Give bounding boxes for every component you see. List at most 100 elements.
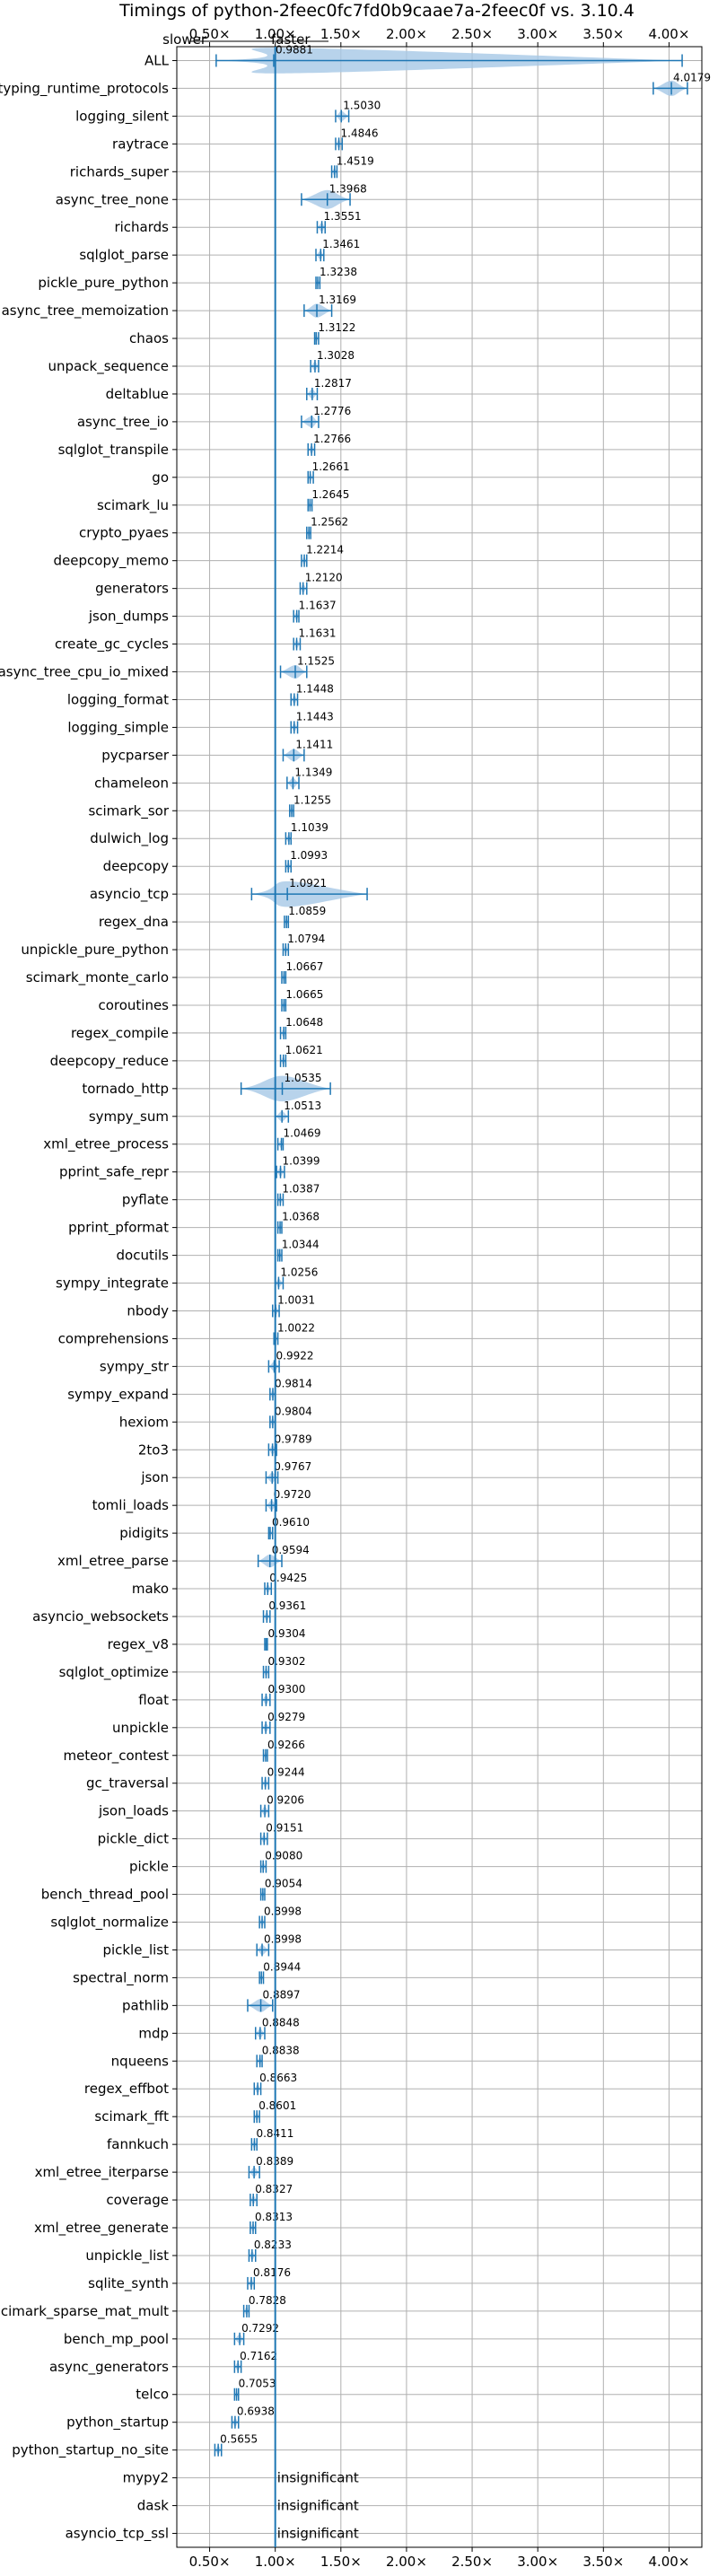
value-label: 0.8998	[264, 1906, 302, 1918]
value-label: 1.0794	[287, 933, 325, 945]
category-label: comprehensions	[58, 1330, 170, 1346]
category-label: hexiom	[119, 1414, 169, 1430]
value-label: 1.1349	[294, 766, 332, 778]
category-label: scimark_lu	[97, 497, 169, 514]
value-label: 0.8848	[262, 2016, 300, 2028]
value-label: 0.9594	[272, 1544, 310, 1556]
value-label: 0.8897	[263, 1988, 301, 2001]
category-label: tornado_http	[82, 1081, 169, 1098]
bottom-tick-label: 2.00×	[386, 2554, 427, 2570]
category-label: scimark_monte_carlo	[26, 969, 169, 986]
category-label: pidigits	[119, 1525, 169, 1541]
category-label: logging_silent	[75, 108, 169, 125]
value-label: 1.4519	[337, 154, 374, 167]
value-label: 1.0665	[285, 988, 323, 1001]
category-label: xml_etree_iterparse	[35, 2164, 169, 2181]
category-label: sqlglot_parse	[79, 247, 169, 264]
value-label: 0.9304	[268, 1627, 306, 1640]
value-label: 1.0344	[282, 1239, 320, 1251]
value-label: 0.9425	[269, 1572, 307, 1584]
bottom-axis: 0.50× 1.00× 1.50× 2.00× 2.50× 3.00× 3.50× 4.00×	[189, 2547, 689, 2570]
value-label: 1.3461	[322, 238, 360, 250]
category-label: generators	[95, 581, 169, 597]
category-label: gc_traversal	[86, 1775, 169, 1792]
category-label: unpack_sequence	[48, 358, 169, 375]
category-label: deepcopy	[103, 858, 169, 874]
value-label: 1.4846	[341, 127, 379, 139]
top-tick-label: 2.50×	[451, 26, 493, 42]
category-label: fannkuch	[107, 2136, 169, 2152]
value-label: 1.1637	[299, 600, 337, 612]
category-label: telco	[136, 2387, 169, 2403]
value-label: 1.0368	[282, 1211, 320, 1223]
value-label: 0.7828	[249, 2294, 286, 2307]
value-label: 4.0179	[673, 71, 711, 83]
value-label: 0.7162	[240, 2350, 277, 2362]
category-label: sqlglot_normalize	[50, 1914, 169, 1932]
category-label: ALL	[144, 52, 170, 68]
value-label: 1.0921	[289, 877, 327, 889]
chart-title: Timings of python-2feec0fc7fd0b9caae7a-2…	[118, 1, 635, 21]
value-label: 1.2120	[305, 572, 343, 584]
bottom-tick-label: 0.50×	[189, 2554, 231, 2570]
top-tick-label: 1.50×	[320, 26, 362, 42]
value-label: 1.1039	[291, 821, 328, 834]
insignificant-label: insignificant	[277, 2498, 359, 2514]
category-label: chameleon	[94, 775, 169, 791]
category-label: deepcopy_reduce	[50, 1053, 169, 1070]
value-label: 1.0859	[288, 905, 326, 917]
category-label: scimark_sparse_mat_mult	[0, 2303, 169, 2320]
category-label: sqlite_synth	[88, 2275, 169, 2292]
category-label: sympy_sum	[89, 1108, 169, 1126]
value-label: 0.9266	[267, 1739, 305, 1751]
value-label: 0.6938	[237, 2405, 275, 2418]
value-label: 1.1525	[297, 655, 335, 668]
category-label: async_tree_none	[56, 191, 169, 208]
category-label: 2to3	[138, 1441, 169, 1458]
value-label: 1.1443	[296, 710, 334, 723]
category-label: mypy2	[123, 2470, 169, 2486]
category-label: pickle_pure_python	[38, 275, 169, 292]
category-label: pyflate	[122, 1192, 169, 1208]
value-label: 0.9302	[267, 1655, 305, 1668]
bottom-tick-label: 3.50×	[582, 2554, 624, 2570]
value-label: 0.7053	[239, 2378, 276, 2390]
value-label: 1.5030	[343, 99, 381, 111]
value-label: 1.1255	[293, 793, 331, 806]
category-label: python_startup	[66, 2414, 169, 2431]
category-label: deltablue	[106, 386, 169, 402]
value-label: 1.3028	[317, 349, 355, 362]
category-label: raytrace	[112, 136, 169, 152]
category-label: async_generators	[49, 2359, 169, 2376]
category-label: async_tree_cpu_io_mixed	[0, 664, 169, 681]
value-label: 0.8327	[255, 2183, 293, 2195]
value-label: 0.9922	[276, 1349, 314, 1362]
category-label: chaos	[129, 330, 169, 346]
value-label: 1.0621	[285, 1044, 323, 1056]
category-label: asyncio_websockets	[32, 1608, 169, 1625]
category-label: meteor_contest	[63, 1748, 169, 1765]
category-label: scimark_fft	[94, 2108, 169, 2125]
value-label: 1.0648	[285, 1016, 323, 1029]
category-label: nbody	[127, 1302, 169, 1319]
insignificant-label: insignificant	[277, 2470, 359, 2486]
category-label: pathlib	[122, 1997, 169, 2013]
value-label: 0.8663	[259, 2072, 297, 2084]
value-label: 0.7292	[241, 2322, 279, 2335]
value-label: 1.0022	[277, 1321, 315, 1334]
value-label: 1.0513	[284, 1100, 321, 1112]
bottom-tick-label: 2.50×	[451, 2554, 493, 2570]
value-label: 1.0387	[282, 1183, 320, 1196]
value-label: 0.8944	[263, 1960, 301, 1973]
value-label: 1.0667	[285, 960, 323, 973]
category-label: sympy_expand	[67, 1386, 169, 1403]
category-label: pickle_dict	[98, 1831, 169, 1848]
category-label: python_startup_no_site	[12, 2442, 169, 2459]
category-label: regex_compile	[71, 1025, 169, 1042]
value-label: 0.9054	[265, 1878, 302, 1890]
category-label: docutils	[117, 1248, 170, 1264]
category-label: logging_format	[67, 691, 169, 708]
category-label: pprint_safe_repr	[59, 1164, 170, 1181]
value-label: 0.8601	[258, 2099, 296, 2112]
